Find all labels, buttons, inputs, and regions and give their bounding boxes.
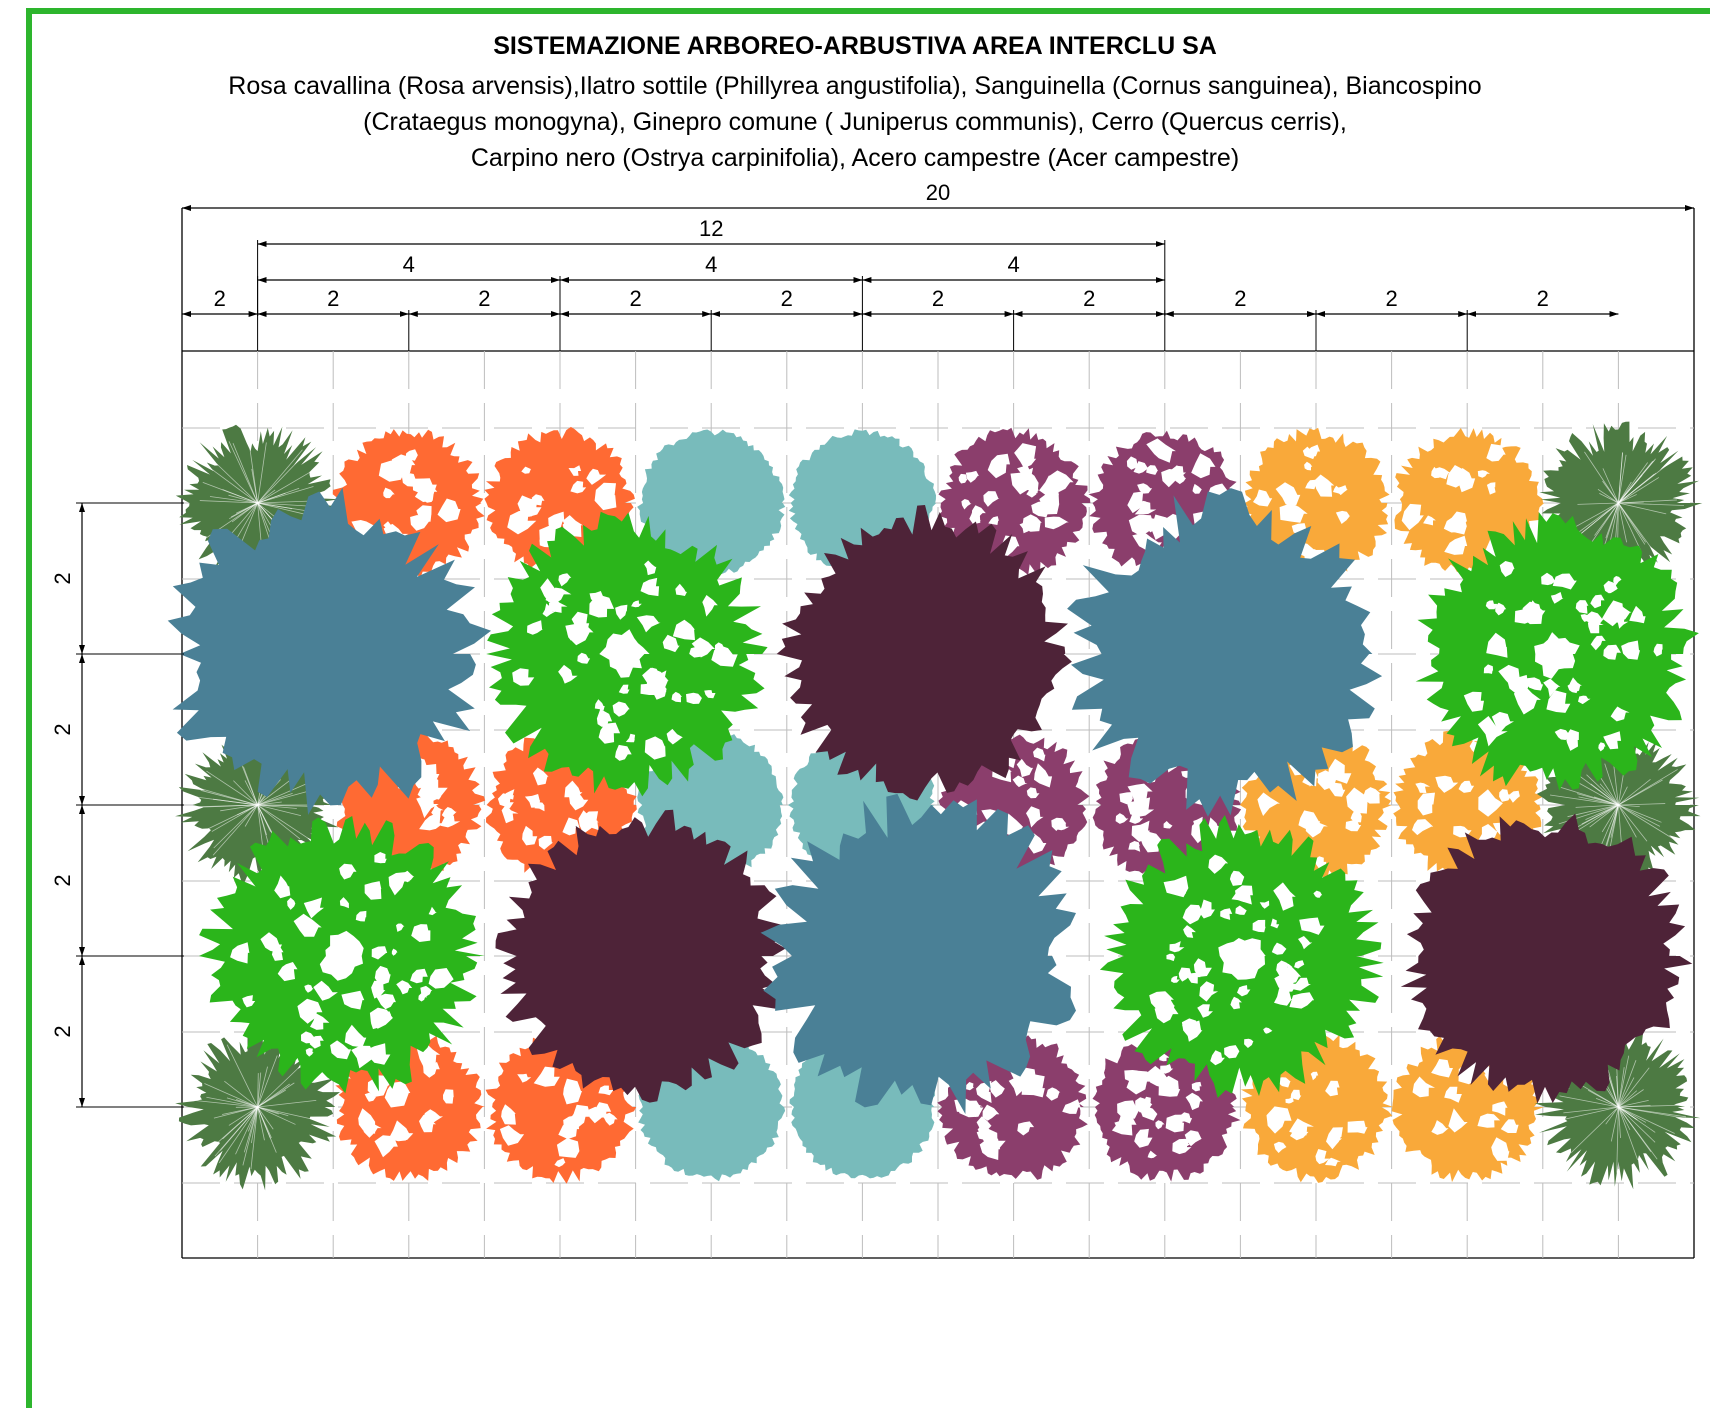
dim-col-3-label: 2 [478, 286, 490, 311]
dim-row-4-label: 2 [50, 1025, 75, 1037]
dim-row-3-label: 2 [50, 874, 75, 886]
dim-col-10-label: 2 [1537, 286, 1549, 311]
dim-col-4-label: 2 [629, 286, 641, 311]
dim-span-label: 12 [699, 216, 723, 241]
dim-col-8-label: 2 [1234, 286, 1246, 311]
dim-total-label: 20 [926, 180, 950, 205]
shrub-gap [1348, 1121, 1368, 1134]
dim-row-1-label: 2 [50, 572, 75, 584]
dim-col-5-label: 2 [781, 286, 793, 311]
dim-col-1-label: 2 [214, 286, 226, 311]
dim-sub-3-label: 4 [1007, 252, 1019, 277]
dim-col-9-label: 2 [1385, 286, 1397, 311]
dim-sub-2-label: 4 [705, 252, 717, 277]
dim-row-2-label: 2 [50, 723, 75, 735]
dim-col-7-label: 2 [1083, 286, 1095, 311]
dim-col-6-label: 2 [932, 286, 944, 311]
planting-plan: 20 12 4 4 4 2 2 2 2 2 2 2 2 2 2 2 2 2 2 [0, 0, 1710, 1328]
dim-sub-1-label: 4 [403, 252, 415, 277]
dim-col-2-label: 2 [327, 286, 339, 311]
